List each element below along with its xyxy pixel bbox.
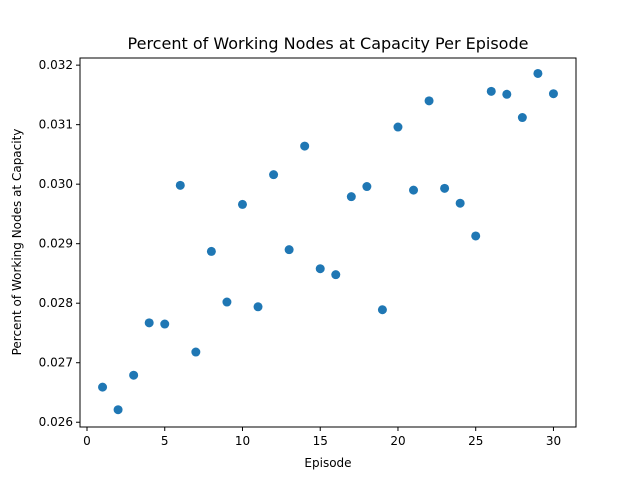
data-point xyxy=(331,270,341,280)
y-tick-label: 0.029 xyxy=(39,237,73,251)
x-axis-ticks: 0 5 10 15 20 25 30 xyxy=(83,427,561,448)
data-point xyxy=(486,86,496,96)
x-axis-label: Episode xyxy=(304,456,351,470)
data-point xyxy=(315,264,325,274)
data-point xyxy=(191,347,201,357)
data-point xyxy=(502,89,512,99)
data-point xyxy=(253,302,263,312)
data-point xyxy=(98,382,108,392)
y-tick-label: 0.027 xyxy=(39,356,73,370)
data-point xyxy=(113,405,123,415)
plot-area-frame xyxy=(79,57,577,428)
data-point xyxy=(424,96,434,106)
y-tick-label: 0.030 xyxy=(39,177,73,191)
data-point xyxy=(440,183,450,193)
data-point xyxy=(175,180,185,190)
x-tick-label: 30 xyxy=(546,434,561,448)
data-point xyxy=(533,68,543,78)
x-tick-label: 20 xyxy=(390,434,405,448)
y-tick-label: 0.031 xyxy=(39,118,73,132)
y-tick-label: 0.026 xyxy=(39,415,73,429)
data-point xyxy=(471,231,481,241)
x-tick-label: 0 xyxy=(83,434,91,448)
x-tick-label: 5 xyxy=(161,434,169,448)
y-tick-label: 0.028 xyxy=(39,296,73,310)
data-point xyxy=(129,370,139,380)
data-point xyxy=(222,297,232,307)
data-point xyxy=(346,192,356,202)
data-point xyxy=(144,318,154,328)
data-point xyxy=(160,319,170,329)
data-point xyxy=(548,89,558,99)
data-point xyxy=(377,305,387,315)
data-point xyxy=(284,245,294,255)
data-point xyxy=(393,122,403,132)
y-axis-label: Percent of Working Nodes at Capacity xyxy=(10,129,24,356)
data-point xyxy=(517,113,527,123)
x-tick-label: 15 xyxy=(313,434,328,448)
x-tick-label: 25 xyxy=(468,434,483,448)
data-point xyxy=(269,170,279,180)
data-point xyxy=(206,246,216,256)
data-point xyxy=(300,141,310,151)
x-tick-label: 10 xyxy=(235,434,250,448)
y-axis-ticks: 0.026 0.027 0.028 0.029 0.030 0.031 0.032 xyxy=(39,58,80,429)
chart-title: Percent of Working Nodes at Capacity Per… xyxy=(128,34,529,53)
data-points xyxy=(98,68,558,415)
data-point xyxy=(409,185,419,195)
y-tick-label: 0.032 xyxy=(39,58,73,72)
data-point xyxy=(237,199,247,209)
data-point xyxy=(362,182,372,192)
data-point xyxy=(455,198,465,208)
